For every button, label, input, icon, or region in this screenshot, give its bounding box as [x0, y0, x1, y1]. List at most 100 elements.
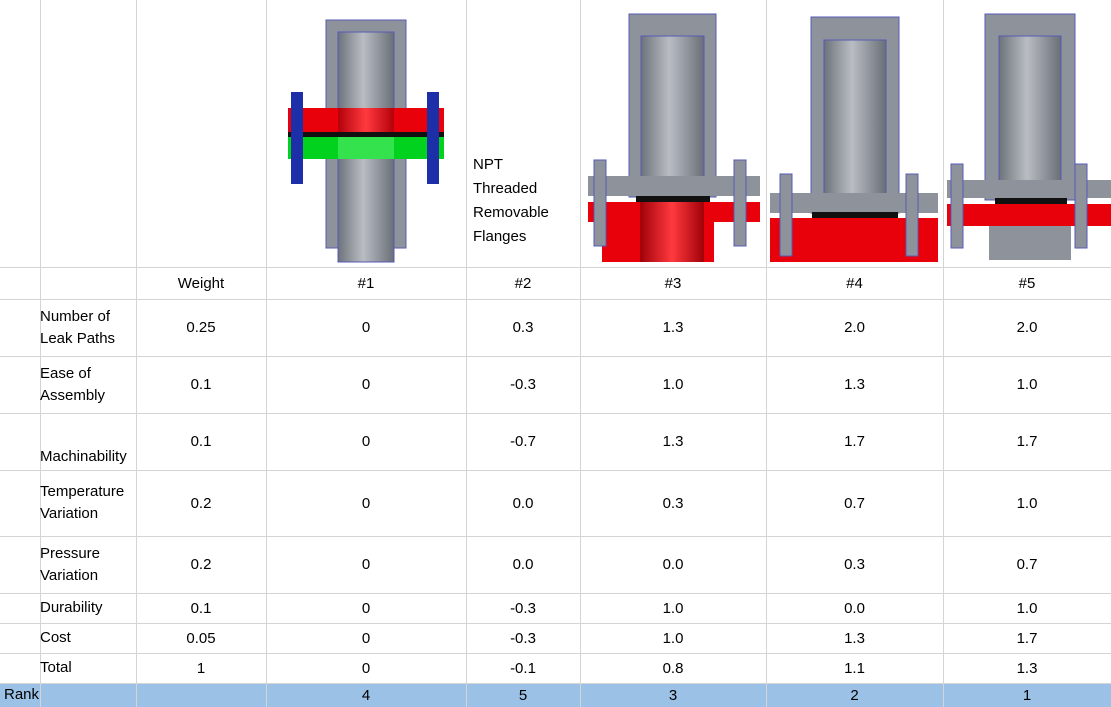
score-cell: -0.7 [510, 433, 536, 450]
score-cell: 1.0 [1016, 376, 1038, 393]
row-label-line: Ease of [40, 364, 91, 382]
row-label-line: Variation [40, 505, 99, 522]
score-cell: 0.3 [512, 319, 534, 336]
score-cell: 0.8 [662, 659, 684, 677]
caption-line: Removable [473, 204, 549, 221]
row-label-line: Total [40, 659, 72, 676]
design-1-drawing [288, 19, 444, 263]
score-cell: 1.3 [662, 319, 684, 336]
row-label-line: Temperature [40, 483, 125, 500]
column-divider [40, 0, 41, 707]
design-5-image [943, 0, 1111, 267]
row-divider [0, 470, 1111, 471]
weight-cell: 0.1 [190, 599, 212, 617]
rank-cell: 2 [850, 686, 859, 704]
rank-label: Rank [4, 686, 40, 703]
row-label: Number of Leak Paths [40, 299, 136, 356]
weight-cell: 0.05 [186, 629, 216, 647]
row-divider [0, 413, 1111, 414]
row-divider [0, 356, 1111, 357]
row-label: Cost [40, 623, 136, 653]
score-cell: 0.0 [512, 556, 534, 573]
score-cell: 0 [361, 494, 371, 512]
score-cell: 1.1 [844, 659, 865, 677]
rank-cell: 5 [518, 686, 528, 704]
row-label-line: Variation [40, 566, 99, 584]
caption-line: NPT [473, 156, 503, 173]
row-label: Pressure Variation [40, 536, 136, 593]
column-divider [466, 0, 467, 707]
row-label-line: Number of [40, 307, 111, 325]
design-header-2: #2 [514, 274, 532, 292]
weight-cell: 1 [196, 659, 206, 677]
score-cell: 2.0 [844, 319, 865, 336]
score-cell: 0 [361, 433, 371, 450]
row-divider [0, 653, 1111, 654]
score-cell: 0 [361, 629, 371, 647]
score-cell: 0.0 [512, 494, 534, 512]
score-cell: 1.3 [662, 433, 684, 450]
row-label-line: Cost [40, 629, 71, 646]
design-header-3: #3 [664, 274, 682, 292]
row-label: Durability [40, 593, 136, 623]
weight-cell: 0.1 [190, 433, 212, 450]
score-cell: 1.7 [1016, 629, 1038, 647]
design-header-5: #5 [1018, 274, 1036, 292]
score-cell: 0.7 [1016, 556, 1038, 573]
row-label-line: Leak Paths [40, 329, 116, 347]
column-divider [580, 0, 581, 707]
rank-row-highlight [0, 683, 1111, 707]
design-3-image [580, 0, 760, 267]
score-cell: 0 [361, 556, 371, 573]
weight-header: Weight [177, 274, 225, 292]
score-cell: 0.0 [662, 556, 684, 573]
design-4-image [766, 0, 941, 267]
score-cell: 0 [361, 599, 371, 617]
score-cell: 1.0 [662, 599, 684, 617]
score-cell: 1.3 [844, 376, 865, 393]
row-label: Temperature Variation [40, 470, 136, 536]
column-divider [266, 0, 267, 707]
weight-cell: 0.2 [190, 556, 212, 573]
row-label: Ease of Assembly [40, 356, 136, 413]
row-divider [0, 536, 1111, 537]
score-cell: 1.7 [844, 433, 865, 450]
row-label-line: Durability [40, 599, 103, 616]
design-header-4: #4 [846, 274, 863, 292]
score-cell: 0.7 [844, 494, 865, 512]
row-divider [0, 593, 1111, 594]
row-label: Total [40, 653, 136, 683]
weight-cell: 0.2 [190, 494, 212, 512]
score-cell: 1.0 [1016, 599, 1038, 617]
score-cell: 0 [361, 319, 371, 336]
row-divider [0, 299, 1111, 300]
row-divider [0, 267, 1111, 268]
score-cell: 0 [361, 659, 371, 677]
score-cell: 1.3 [1016, 659, 1038, 677]
score-cell: 0.3 [662, 494, 684, 512]
design-5-drawing [947, 13, 1111, 260]
score-cell: 0 [361, 376, 371, 393]
weight-cell: 0.1 [190, 376, 212, 393]
score-cell: 1.0 [1016, 494, 1038, 512]
row-label: Machinability [40, 413, 136, 470]
column-divider [943, 0, 944, 707]
row-divider [0, 623, 1111, 624]
caption-line: Flanges [473, 228, 527, 245]
rank-cell: 1 [1022, 686, 1032, 704]
score-cell: 0.3 [844, 556, 865, 573]
weight-cell: 0.25 [186, 319, 216, 336]
rank-cell: 4 [361, 686, 371, 704]
score-cell: 1.7 [1016, 433, 1038, 450]
score-cell: 1.3 [844, 629, 865, 647]
score-cell: -0.3 [510, 599, 536, 617]
score-cell: 1.0 [662, 376, 684, 393]
rank-cell: 3 [668, 686, 678, 704]
row-label-line: Assembly [40, 386, 106, 404]
row-label-line: Pressure [40, 544, 101, 562]
design-3-drawing [588, 13, 760, 262]
score-cell: 1.0 [662, 629, 684, 647]
score-cell: 2.0 [1016, 319, 1038, 336]
design-4-drawing [770, 16, 938, 262]
